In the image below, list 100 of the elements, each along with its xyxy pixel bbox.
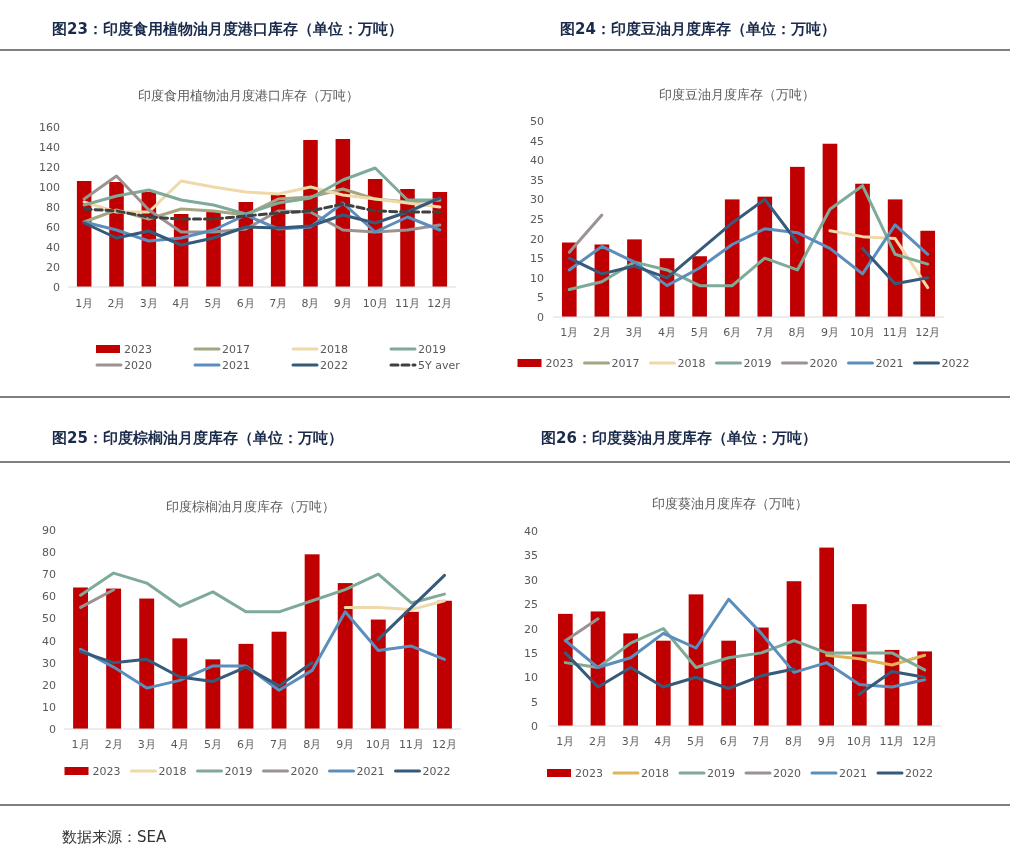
- line-series: [567, 184, 930, 292]
- bar: [106, 588, 122, 729]
- bar: [304, 554, 320, 729]
- chart-title: 图25：印度棕榈油月度库存（单位：万吨）: [52, 429, 343, 447]
- legend-label: 2019: [224, 765, 253, 778]
- legend-label: 2022: [320, 359, 348, 372]
- chart-title: 图23：印度食用植物油月度港口库存（单位：万吨）: [52, 20, 403, 38]
- x-tick-label: 6月: [236, 738, 255, 751]
- legend-label: 2021: [875, 357, 904, 370]
- y-tick-label: 25: [524, 598, 538, 612]
- chart-subtitle: 印度豆油月度库存（万吨）: [659, 87, 815, 102]
- x-tick-label: 11月: [879, 735, 905, 748]
- bar: [757, 196, 773, 317]
- x-tick-label: 11月: [882, 326, 908, 339]
- y-tick-label: 80: [42, 546, 56, 560]
- legend-label: 2021: [356, 765, 385, 778]
- x-tick-label: 11月: [395, 297, 420, 310]
- x-tick-label: 5月: [690, 326, 709, 339]
- x-tick-label: 9月: [817, 735, 836, 748]
- legend-label: 2023: [575, 767, 603, 780]
- line-series: [563, 597, 927, 689]
- y-tick-label: 50: [530, 115, 544, 128]
- y-tick-label: 10: [524, 671, 538, 685]
- y-tick-label: 15: [530, 252, 544, 266]
- x-tick-label: 11月: [398, 738, 424, 751]
- line-series: [82, 166, 442, 216]
- bar: [627, 239, 642, 317]
- legend-label: 2018: [320, 343, 348, 356]
- bar: [920, 230, 936, 317]
- y-tick-label: 40: [46, 241, 60, 254]
- legend-label: 2020: [773, 767, 801, 780]
- y-tick-label: 20: [530, 232, 544, 246]
- x-tick-label: 8月: [301, 297, 320, 310]
- y-tick-label: 0: [49, 723, 56, 736]
- legend-label: 2019: [707, 767, 735, 780]
- bar: [205, 659, 221, 729]
- y-tick-label: 40: [42, 634, 56, 648]
- chart-title: 图24：印度豆油月度库存（单位：万吨）: [560, 20, 836, 38]
- y-tick-label: 160: [39, 121, 60, 134]
- bar: [337, 583, 353, 729]
- chart-subtitle: 印度棕榈油月度库存（万吨）: [165, 499, 335, 514]
- legend-label: 2017: [611, 357, 640, 370]
- x-tick-label: 8月: [785, 735, 803, 748]
- x-tick-label: 8月: [788, 326, 807, 339]
- legend-label: 2023: [124, 343, 152, 356]
- x-tick-label: 4月: [172, 297, 191, 310]
- chart-subtitle: 印度葵油月度库存（万吨）: [652, 496, 808, 511]
- x-tick-label: 7月: [269, 297, 288, 310]
- chart-title: 图26：印度葵油月度库存（单位：万吨）: [541, 429, 817, 447]
- y-tick-label: 50: [42, 612, 56, 626]
- bar: [655, 640, 671, 726]
- x-tick-label: 10月: [362, 297, 388, 310]
- x-tick-label: 3月: [621, 735, 640, 748]
- x-tick-label: 6月: [723, 326, 742, 339]
- y-tick-label: 35: [524, 549, 538, 563]
- legend-label: 2020: [809, 357, 838, 370]
- y-tick-label: 100: [39, 181, 60, 194]
- x-tick-label: 4月: [658, 326, 677, 339]
- bar: [557, 613, 573, 726]
- y-tick-label: 20: [524, 622, 538, 636]
- x-tick-label: 4月: [654, 735, 673, 748]
- line-series: [82, 202, 442, 221]
- x-tick-label: 7月: [752, 735, 771, 748]
- source-note: 数据来源：SEA: [62, 828, 167, 846]
- x-tick-label: 3月: [137, 738, 156, 751]
- y-tick-label: 20: [46, 261, 60, 274]
- x-tick-label: 10月: [846, 735, 872, 748]
- bar: [73, 587, 88, 729]
- x-tick-label: 1月: [71, 738, 90, 751]
- y-tick-label: 20: [42, 678, 56, 692]
- x-tick-label: 2月: [589, 735, 607, 748]
- x-tick-label: 1月: [560, 326, 579, 339]
- legend-label: 2019: [418, 343, 446, 356]
- x-tick-label: 6月: [719, 735, 738, 748]
- legend-label: 2018: [677, 357, 706, 370]
- x-tick-label: 1月: [556, 735, 575, 748]
- line-series: [79, 571, 446, 614]
- legend-label: 2023: [545, 357, 574, 370]
- bar: [917, 651, 933, 726]
- legend-label: 2019: [743, 357, 772, 370]
- x-tick-label: 5月: [203, 738, 222, 751]
- bar: [724, 199, 740, 317]
- y-tick-label: 10: [530, 271, 544, 285]
- x-tick-label: 8月: [303, 738, 322, 751]
- legend-label: 2017: [222, 343, 250, 356]
- y-tick-label: 35: [530, 173, 544, 187]
- x-tick-label: 12月: [915, 326, 941, 339]
- x-tick-label: 1月: [75, 297, 94, 310]
- y-tick-label: 60: [46, 221, 60, 234]
- y-tick-label: 5: [537, 291, 544, 305]
- bar: [790, 166, 805, 317]
- legend-label: 2023: [92, 765, 121, 778]
- bar: [403, 611, 419, 729]
- x-tick-label: 2月: [104, 738, 123, 751]
- x-tick-label: 12月: [431, 738, 457, 751]
- x-tick-label: 3月: [139, 297, 158, 310]
- line-series: [567, 223, 930, 288]
- x-tick-label: 12月: [427, 297, 453, 310]
- x-tick-label: 6月: [236, 297, 255, 310]
- y-tick-label: 120: [39, 161, 60, 174]
